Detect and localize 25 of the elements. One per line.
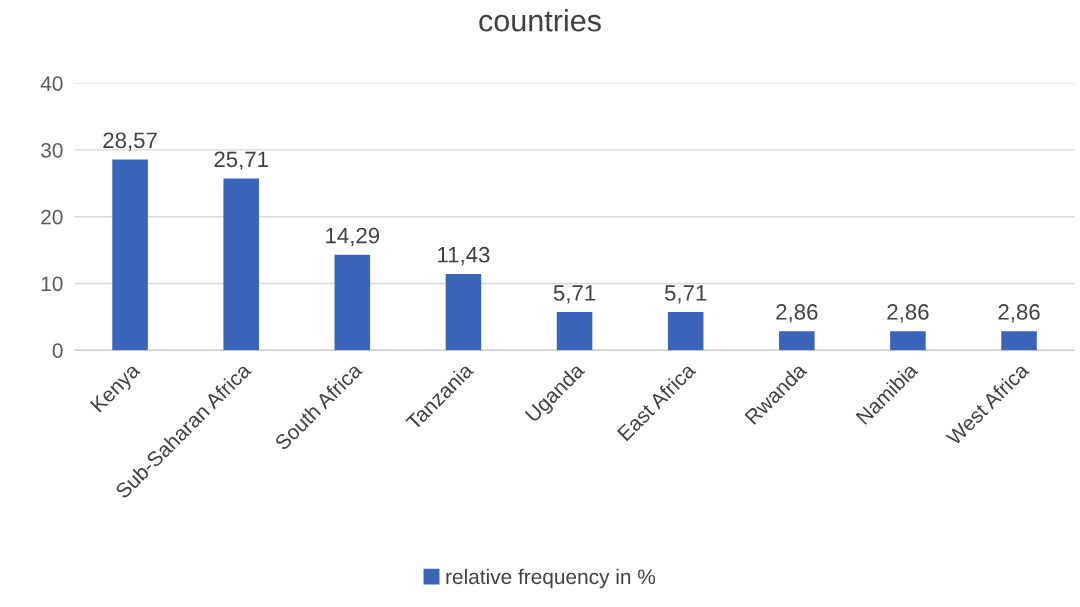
y-tick-label: 30	[41, 142, 63, 158]
y-tick-label: 10	[41, 276, 63, 292]
data-label: 2,86	[998, 304, 1040, 323]
data-label: 28,57	[103, 132, 157, 151]
y-tick-label: 20	[41, 209, 63, 225]
bar	[556, 312, 593, 351]
chart-title: countries	[479, 9, 601, 32]
bar	[445, 273, 482, 351]
bar	[667, 312, 704, 351]
bar	[779, 331, 815, 351]
y-tick-label: 40	[40, 76, 63, 91]
bar	[112, 159, 148, 351]
bar	[1001, 331, 1037, 351]
legend-label: relative frequency in %	[446, 568, 656, 589]
data-label: 2,86	[776, 304, 818, 323]
bar	[890, 331, 926, 351]
bar	[223, 178, 259, 351]
data-label: 14,29	[326, 227, 380, 247]
data-label: 5,71	[664, 285, 707, 304]
y-tick-label: 0	[52, 343, 63, 358]
data-label: 5,71	[553, 285, 596, 304]
data-label: 11,43	[438, 246, 490, 266]
data-label: 2,86	[887, 304, 929, 323]
bar	[334, 254, 371, 351]
data-label: 25,71	[214, 151, 268, 170]
